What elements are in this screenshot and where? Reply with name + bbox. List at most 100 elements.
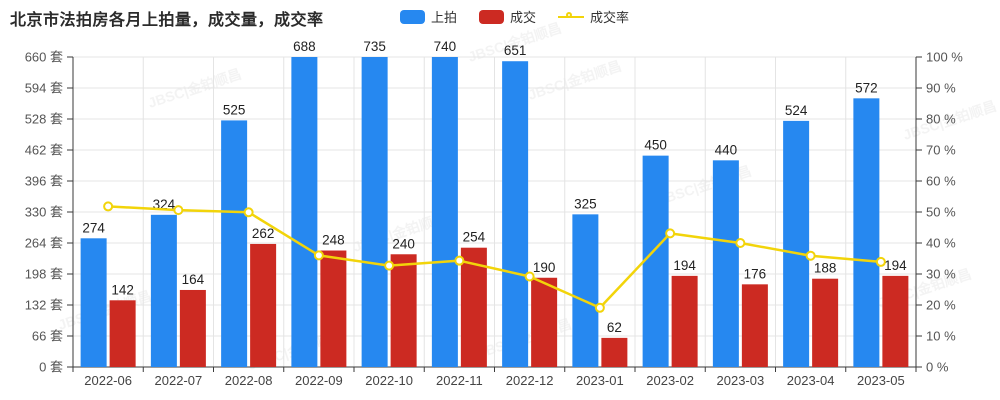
bar-value-label: 194 [673, 258, 696, 273]
bar-value-label: 735 [363, 39, 386, 54]
bar-成交-2022-11[interactable] [460, 247, 487, 367]
y-axis-left-tick-label: 132 套 [25, 298, 63, 313]
bar-成交-2023-02[interactable] [671, 275, 698, 367]
rate-marker-2022-08[interactable] [243, 207, 254, 218]
rate-marker-2023-01[interactable] [594, 302, 605, 313]
y-axis-right-tick-label: 60 % [926, 174, 956, 189]
bar-上拍-2022-11[interactable] [431, 57, 458, 367]
legend-label: 上拍 [431, 10, 458, 25]
y-axis-right-tick-label: 90 % [926, 81, 956, 96]
bar-成交-2022-06[interactable] [109, 300, 136, 367]
rate-marker-2022-11[interactable] [454, 255, 465, 266]
bar-上拍-2022-06[interactable] [80, 238, 107, 367]
x-axis-tick-label: 2023-01 [576, 373, 624, 388]
rate-marker-2023-03[interactable] [735, 238, 746, 248]
bar-成交-2023-04[interactable] [812, 278, 839, 367]
legend-label: 成交 [510, 10, 537, 25]
bar-上拍-2023-01[interactable] [572, 214, 599, 367]
bar-value-label: 325 [574, 196, 597, 211]
rate-line[interactable] [103, 201, 886, 313]
bar-value-label: 525 [223, 102, 246, 117]
bar-上拍-2022-07[interactable] [150, 214, 177, 367]
bar-value-label: 240 [392, 236, 415, 251]
bar-成交-2023-03[interactable] [741, 284, 768, 367]
bar-value-label: 254 [463, 230, 486, 245]
bars-chengjiao[interactable] [109, 243, 909, 367]
bar-成交-2022-07[interactable] [179, 289, 206, 367]
legend-item-chengjiao[interactable]: 成交 [479, 7, 536, 26]
bar-上拍-2023-04[interactable] [783, 120, 810, 367]
x-axis-tick-label: 2022-07 [155, 373, 203, 388]
y-axis-right-tick-label: 20 % [926, 298, 956, 313]
y-axis-left-tick-label: 264 套 [25, 236, 63, 251]
bar-成交-2022-08[interactable] [250, 243, 277, 367]
bar-成交-2022-10[interactable] [390, 254, 417, 367]
bar-value-label: 651 [504, 43, 527, 58]
bar-上拍-2022-09[interactable] [291, 57, 318, 367]
chart-title: 北京市法拍房各月上拍量，成交量，成交率 [10, 12, 324, 29]
bar-成交-2023-01[interactable] [601, 337, 628, 367]
legend-label: 成交率 [590, 10, 630, 25]
bar-swatch-blue-icon [400, 9, 425, 24]
y-axis-left-tick-label: 396 套 [25, 174, 63, 189]
x-axis-tick-label: 2023-02 [646, 373, 694, 388]
y-axis-right-tick-label: 10 % [926, 329, 956, 344]
bar-上拍-2022-10[interactable] [361, 57, 388, 367]
bar-value-label: 262 [252, 226, 275, 241]
y-axis-left-tick-label: 198 套 [25, 267, 63, 282]
bar-value-label: 572 [855, 80, 878, 95]
bar-上拍-2023-02[interactable] [642, 155, 669, 367]
rate-marker-2022-10[interactable] [384, 260, 395, 271]
rate-marker-2023-02[interactable] [665, 228, 676, 239]
rate-marker-2023-05[interactable] [875, 256, 886, 267]
rate-marker-2022-09[interactable] [313, 250, 324, 261]
bar-成交-2022-09[interactable] [320, 250, 347, 367]
y-axis-left-tick-label: 0 套 [39, 360, 63, 375]
bar-上拍-2022-12[interactable] [502, 61, 529, 368]
bar-swatch-red-icon [479, 9, 505, 24]
bar-value-label: 450 [644, 138, 667, 153]
y-axis-right-tick-label: 30 % [926, 267, 956, 282]
x-axis-tick-label: 2023-04 [787, 373, 835, 388]
rate-marker-2023-04[interactable] [805, 250, 816, 261]
bar-成交-2023-05[interactable] [882, 275, 909, 367]
x-axis-tick-label: 2023-05 [857, 373, 905, 388]
x-axis-tick-label: 2022-09 [295, 373, 343, 388]
y-axis-left-tick-label: 594 套 [25, 81, 63, 96]
y-axis-right-tick-label: 100 % [926, 50, 963, 65]
x-axis-tick-label: 2022-11 [436, 373, 483, 388]
bar-value-label: 188 [814, 261, 837, 276]
y-axis-right-tick-label: 70 % [926, 143, 956, 158]
y-axis-right-tick-label: 80 % [926, 112, 956, 127]
line-marker-swatch-icon [558, 11, 585, 22]
rate-marker-2022-12[interactable] [524, 271, 535, 282]
y-axis-left-tick-label: 462 套 [25, 143, 63, 158]
rate-marker-2022-06[interactable] [103, 201, 114, 212]
bar-上拍-2023-03[interactable] [712, 160, 739, 367]
legend: 上拍 成交 成交率 [400, 7, 629, 26]
bars-shangpai[interactable] [80, 57, 880, 368]
bar-value-label: 142 [111, 282, 134, 297]
legend-item-chengjiaolv[interactable]: 成交率 [558, 7, 629, 26]
watermark-text: JBSC|金铂顺昌 [526, 58, 623, 103]
bar-成交-2022-12[interactable] [531, 277, 558, 367]
bar-value-label: 248 [322, 233, 345, 248]
y-axis-left-labels: 0 套 66 套 132 套 198 套 264 套 330 套 396 套 462 套 528… [25, 50, 73, 375]
bar-value-label: 164 [182, 272, 205, 287]
bar-value-label: 440 [715, 142, 738, 157]
bar-value-label: 524 [785, 103, 808, 118]
y-axis-right-tick-label: 40 % [926, 236, 956, 251]
y-axis-left-tick-label: 330 套 [25, 205, 63, 220]
bar-上拍-2022-08[interactable] [221, 120, 248, 367]
bar-上拍-2023-05[interactable] [853, 98, 880, 367]
x-axis-tick-label: 2022-06 [84, 373, 132, 388]
x-axis-tick-label: 2022-12 [506, 373, 554, 388]
y-axis-right-tick-label: 0 % [926, 360, 949, 375]
rate-marker-2022-07[interactable] [173, 205, 184, 216]
legend-item-shangpai[interactable]: 上拍 [400, 7, 457, 26]
bar-value-label: 190 [533, 260, 556, 275]
x-axis-tick-label: 2022-08 [225, 373, 273, 388]
